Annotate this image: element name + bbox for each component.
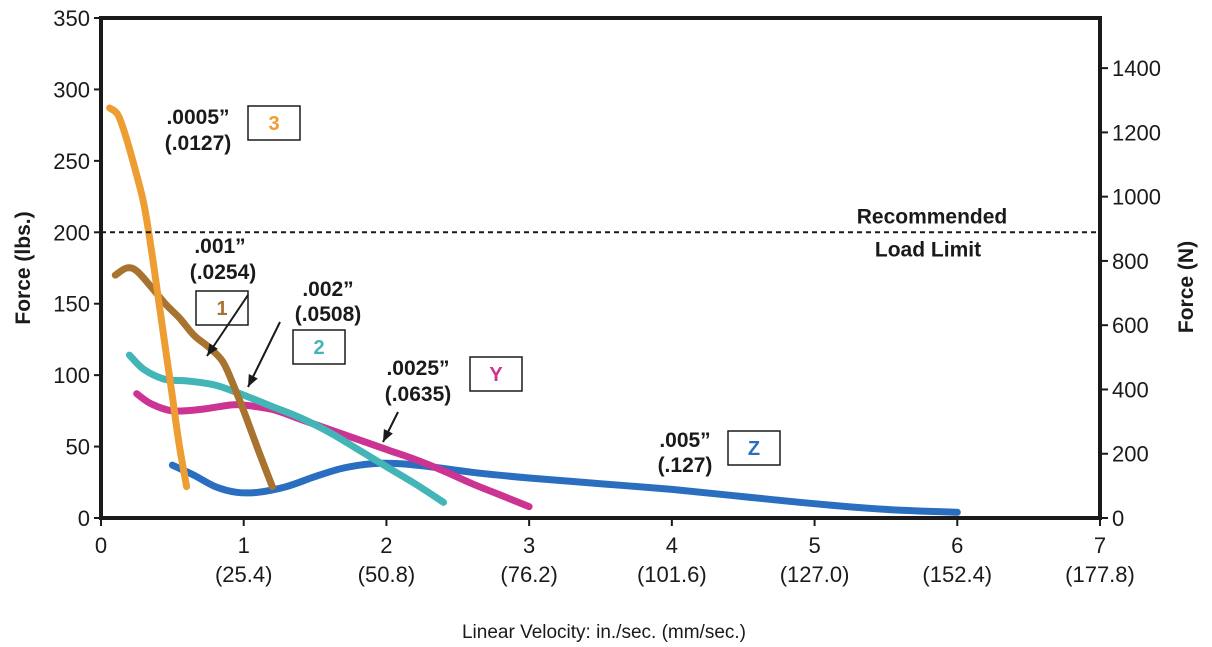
series-y-label-box [469,356,523,392]
x-tick-sublabel: (76.2) [500,562,557,587]
series-1-pointer-line [206,294,249,357]
y-tick-label: 250 [53,149,90,174]
series-y-name-label: Y [489,364,503,386]
series-line-y [133,390,533,511]
y-tick-label: 50 [66,435,90,460]
series-annotations-layer: .0005” (.0127) 3 .001” (.0254) 1 .002”(.0508) 2… [165,105,781,477]
series-2-label-box [292,329,346,365]
y-tick-label: 350 [53,6,90,31]
series-y-inch-label: .0025” [386,357,449,380]
series-z-label-box [727,430,781,466]
series-1-name-label: 1 [216,298,227,320]
x-tick-sublabel: (101.6) [637,562,707,587]
series-z-name-label: Z [748,438,760,460]
series-3-label-box [247,105,301,141]
y2-tick-label: 400 [1112,377,1149,402]
series-z-inch-label: .005” [659,429,710,452]
series-3-name-label: 3 [268,113,279,135]
series-1-inch-label: .001” [194,235,245,258]
series-1-label-box [195,290,249,326]
series-1-pointer-arrowhead [207,343,218,356]
recommended-label: Recommended [857,205,1008,228]
y2-tick-label: 1400 [1112,56,1161,81]
y-tick-label: 0 [78,506,90,531]
y2-tick-label: 1200 [1112,120,1161,145]
x-tick-sublabel: (25.4) [215,562,272,587]
series-3-inch-label: .0005” [166,106,229,129]
axis-ticks-layer: 0501001502002503003500200400600800100012… [53,6,1161,587]
plot-frame [99,16,1102,520]
y-axis-title-right: Force (N) [1175,241,1198,333]
x-tick-label: 0 [95,533,107,558]
x-tick-label: 2 [380,533,392,558]
y-tick-label: 100 [53,363,90,388]
x-tick-sublabel: (50.8) [358,562,415,587]
series-line-3 [106,104,191,491]
y-tick-label: 200 [53,220,90,245]
x-tick-label: 4 [666,533,678,558]
x-tick-label: 7 [1094,533,1106,558]
series-line-2 [126,351,447,506]
series-2-name-label: 2 [313,337,324,359]
series-2-inch-label: .002” [302,278,353,301]
x-tick-sublabel: (127.0) [780,562,850,587]
series-1-mm-label: (.0254) [190,261,257,284]
y-axis-title-left: Force (lbs.) [12,211,35,324]
series-2-pointer-line [247,321,281,388]
x-axis-title: Linear Velocity: in./sec. (mm/sec.) [462,622,746,643]
y2-tick-label: 200 [1112,442,1149,467]
series-line-1 [111,264,276,491]
series-y-pointer-arrowhead [383,429,393,442]
y2-tick-label: 1000 [1112,185,1161,210]
y-tick-label: 300 [53,77,90,102]
series-line-z [168,459,961,516]
y2-tick-label: 0 [1112,506,1124,531]
y2-tick-label: 800 [1112,249,1149,274]
series-3-mm-label: (.0127) [165,132,232,155]
y-tick-label: 150 [53,292,90,317]
series-y-mm-label: (.0635) [385,383,452,406]
x-tick-label: 6 [951,533,963,558]
x-tick-sublabel: (177.8) [1065,562,1135,587]
series-2-mm-label: (.0508) [295,303,362,326]
y2-tick-label: 600 [1112,313,1149,338]
x-tick-label: 5 [808,533,820,558]
x-tick-label: 3 [523,533,535,558]
load-limit-label: Load Limit [875,238,981,261]
x-tick-label: 1 [238,533,250,558]
x-tick-sublabel: (152.4) [922,562,992,587]
series-2-pointer-arrowhead [248,374,258,387]
series-z-mm-label: (.127) [658,454,713,477]
series-lines-layer [106,104,961,516]
